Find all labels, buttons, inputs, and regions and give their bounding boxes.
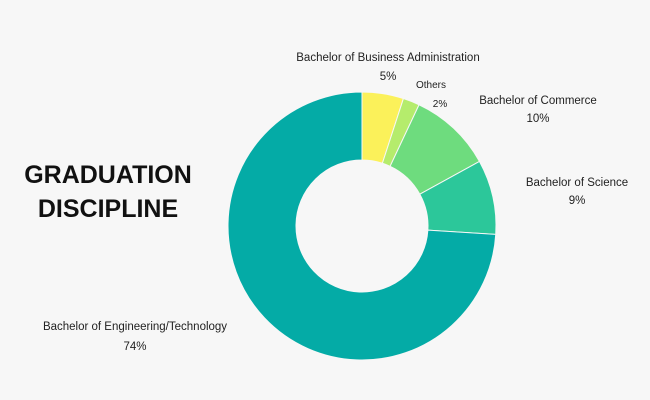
label-science-value: 9% bbox=[569, 195, 586, 207]
label-others-name: Others bbox=[416, 80, 446, 91]
chart-title-line-2: DISCIPLINE bbox=[37, 195, 179, 223]
label-commerce-name: Bachelor of Commerce bbox=[479, 95, 597, 107]
label-business-value: 5% bbox=[380, 71, 397, 83]
label-others-value: 2% bbox=[433, 99, 448, 110]
label-commerce-value: 10% bbox=[526, 113, 549, 125]
label-engineering-name: Bachelor of Engineering/Technology bbox=[43, 321, 227, 333]
label-engineering-value: 74% bbox=[123, 341, 146, 353]
chart-title: GRADUATION DISCIPLINE bbox=[20, 158, 196, 226]
label-science-name: Bachelor of Science bbox=[526, 177, 628, 189]
donut-slices bbox=[227, 91, 497, 361]
chart-title-line-1: GRADUATION bbox=[24, 161, 192, 189]
slice-engineering bbox=[227, 91, 497, 361]
label-business-name: Bachelor of Business Administration bbox=[296, 52, 479, 64]
